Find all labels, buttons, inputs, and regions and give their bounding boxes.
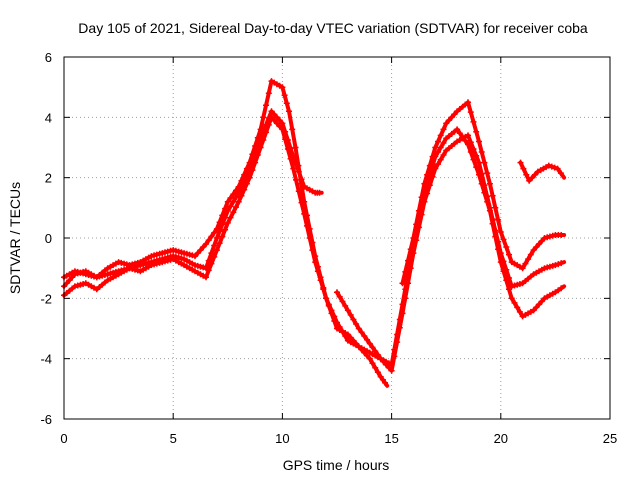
x-tick-label: 25 xyxy=(603,431,617,446)
series-markers xyxy=(334,132,565,374)
x-tick-label: 0 xyxy=(60,431,67,446)
chart-title: Day 105 of 2021, Sidereal Day-to-day VTE… xyxy=(78,20,588,36)
y-tick-label: -6 xyxy=(40,412,52,427)
series-layer xyxy=(61,78,567,388)
series-markers xyxy=(517,159,564,184)
y-tick-label: 4 xyxy=(45,110,52,125)
y-tick-label: 0 xyxy=(45,231,52,246)
series-line xyxy=(518,160,567,183)
y-tick-label: 2 xyxy=(45,171,52,186)
series-track-4 xyxy=(334,132,567,374)
series-track-6 xyxy=(517,159,567,184)
x-tick-label: 20 xyxy=(494,431,508,446)
y-tick-label: 6 xyxy=(45,50,52,65)
y-tick-label: -2 xyxy=(40,291,52,306)
x-tick-label: 10 xyxy=(275,431,289,446)
grid-layer xyxy=(64,57,610,419)
tick-layer: 0 5 10 15 20 25 -6 -4 -2 0 2 4 6 xyxy=(40,50,617,446)
series-markers xyxy=(399,99,565,287)
series-track-5 xyxy=(399,99,567,287)
y-axis-label: SDTVAR / TECUs xyxy=(7,182,23,294)
y-tick-label: -4 xyxy=(40,352,52,367)
x-tick-label: 5 xyxy=(170,431,177,446)
x-tick-label: 15 xyxy=(384,431,398,446)
x-axis-label: GPS time / hours xyxy=(283,457,390,473)
